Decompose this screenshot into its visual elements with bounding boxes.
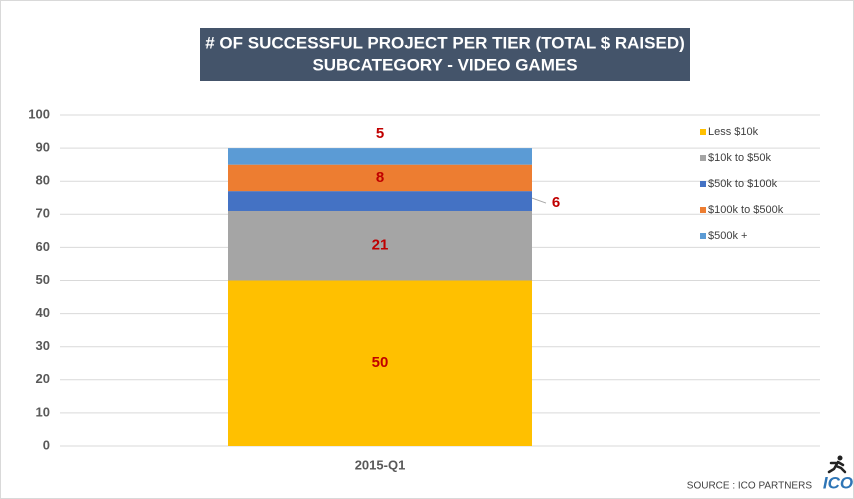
legend-label: $100k to $500k (708, 204, 784, 216)
y-tick-label: 30 (36, 338, 50, 353)
y-tick-label: 40 (36, 305, 50, 320)
y-tick-label: 80 (36, 173, 50, 188)
legend-swatch (700, 207, 706, 213)
y-tick-label: 50 (36, 272, 50, 287)
data-label: 5 (376, 125, 384, 142)
y-tick-label: 20 (36, 371, 50, 386)
legend-swatch (700, 155, 706, 161)
legend-label: Less $10k (708, 126, 759, 138)
bar-segment (228, 148, 532, 165)
bar-segment (228, 210, 532, 281)
bar-segment (228, 280, 532, 446)
legend-swatch (700, 233, 706, 239)
bar-segment (228, 164, 532, 192)
y-tick-label: 90 (36, 140, 50, 155)
chart-subtitle: SUBCATEGORY - VIDEO GAMES (312, 55, 577, 74)
data-label: 50 (372, 354, 389, 371)
legend-label: $10k to $50k (708, 152, 771, 164)
y-tick-label: 60 (36, 239, 50, 254)
y-tick-label: 10 (36, 404, 50, 419)
bar-segment (228, 191, 532, 211)
y-tick-label: 100 (28, 106, 50, 121)
logo-runner (827, 455, 847, 474)
data-label: 8 (376, 169, 384, 186)
y-tick-label: 0 (43, 437, 50, 452)
y-tick-label: 70 (36, 206, 50, 221)
source: SOURCE : ICO PARTNERS (687, 481, 813, 492)
logo: ICO (823, 473, 853, 492)
leader-line (531, 197, 547, 204)
legend-swatch (700, 129, 706, 135)
chart-title: # OF SUCCESSFUL PROJECT PER TIER (TOTAL … (205, 33, 685, 52)
legend-label: $500k + (708, 230, 747, 242)
legend-swatch (700, 181, 706, 187)
data-label: 21 (372, 237, 389, 254)
data-label: 6 (552, 194, 560, 211)
x-tick-label: 2015-Q1 (355, 457, 406, 472)
legend-label: $50k to $100k (708, 178, 778, 190)
title-box (200, 28, 690, 81)
